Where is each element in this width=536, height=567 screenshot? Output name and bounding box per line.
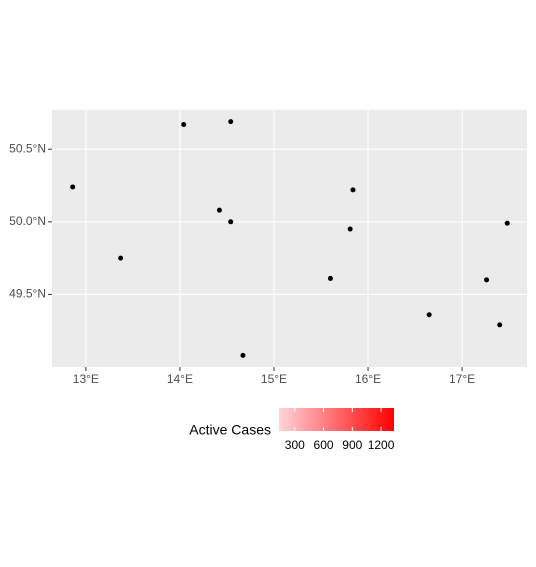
point xyxy=(70,184,76,190)
point xyxy=(504,220,510,226)
point xyxy=(228,219,234,225)
x-tick-label: 15°E xyxy=(261,372,287,386)
point xyxy=(497,322,503,328)
y-tick-label: 50.5°N xyxy=(9,141,46,155)
point xyxy=(240,352,246,358)
x-tick-label: 17°E xyxy=(449,372,475,386)
point xyxy=(484,277,490,283)
y-tick-label: 50.0°N xyxy=(9,214,46,228)
point xyxy=(426,312,432,318)
point xyxy=(228,119,234,125)
colorbar-label: 900 xyxy=(342,438,362,452)
point xyxy=(347,226,353,232)
point xyxy=(216,207,222,213)
colorbar-label: 600 xyxy=(314,438,334,452)
y-tick-label: 49.5°N xyxy=(9,287,46,301)
point xyxy=(118,255,124,261)
point xyxy=(350,187,356,193)
legend-title: Active Cases xyxy=(189,422,271,438)
colorbar xyxy=(279,408,394,431)
panel xyxy=(52,110,527,367)
point xyxy=(327,275,333,281)
colorbar-label: 300 xyxy=(285,438,305,452)
point xyxy=(181,122,187,128)
x-tick-label: 14°E xyxy=(167,372,193,386)
colorbar-label: 1200 xyxy=(368,438,395,452)
x-tick-label: 16°E xyxy=(355,372,381,386)
x-tick-label: 13°E xyxy=(73,372,99,386)
